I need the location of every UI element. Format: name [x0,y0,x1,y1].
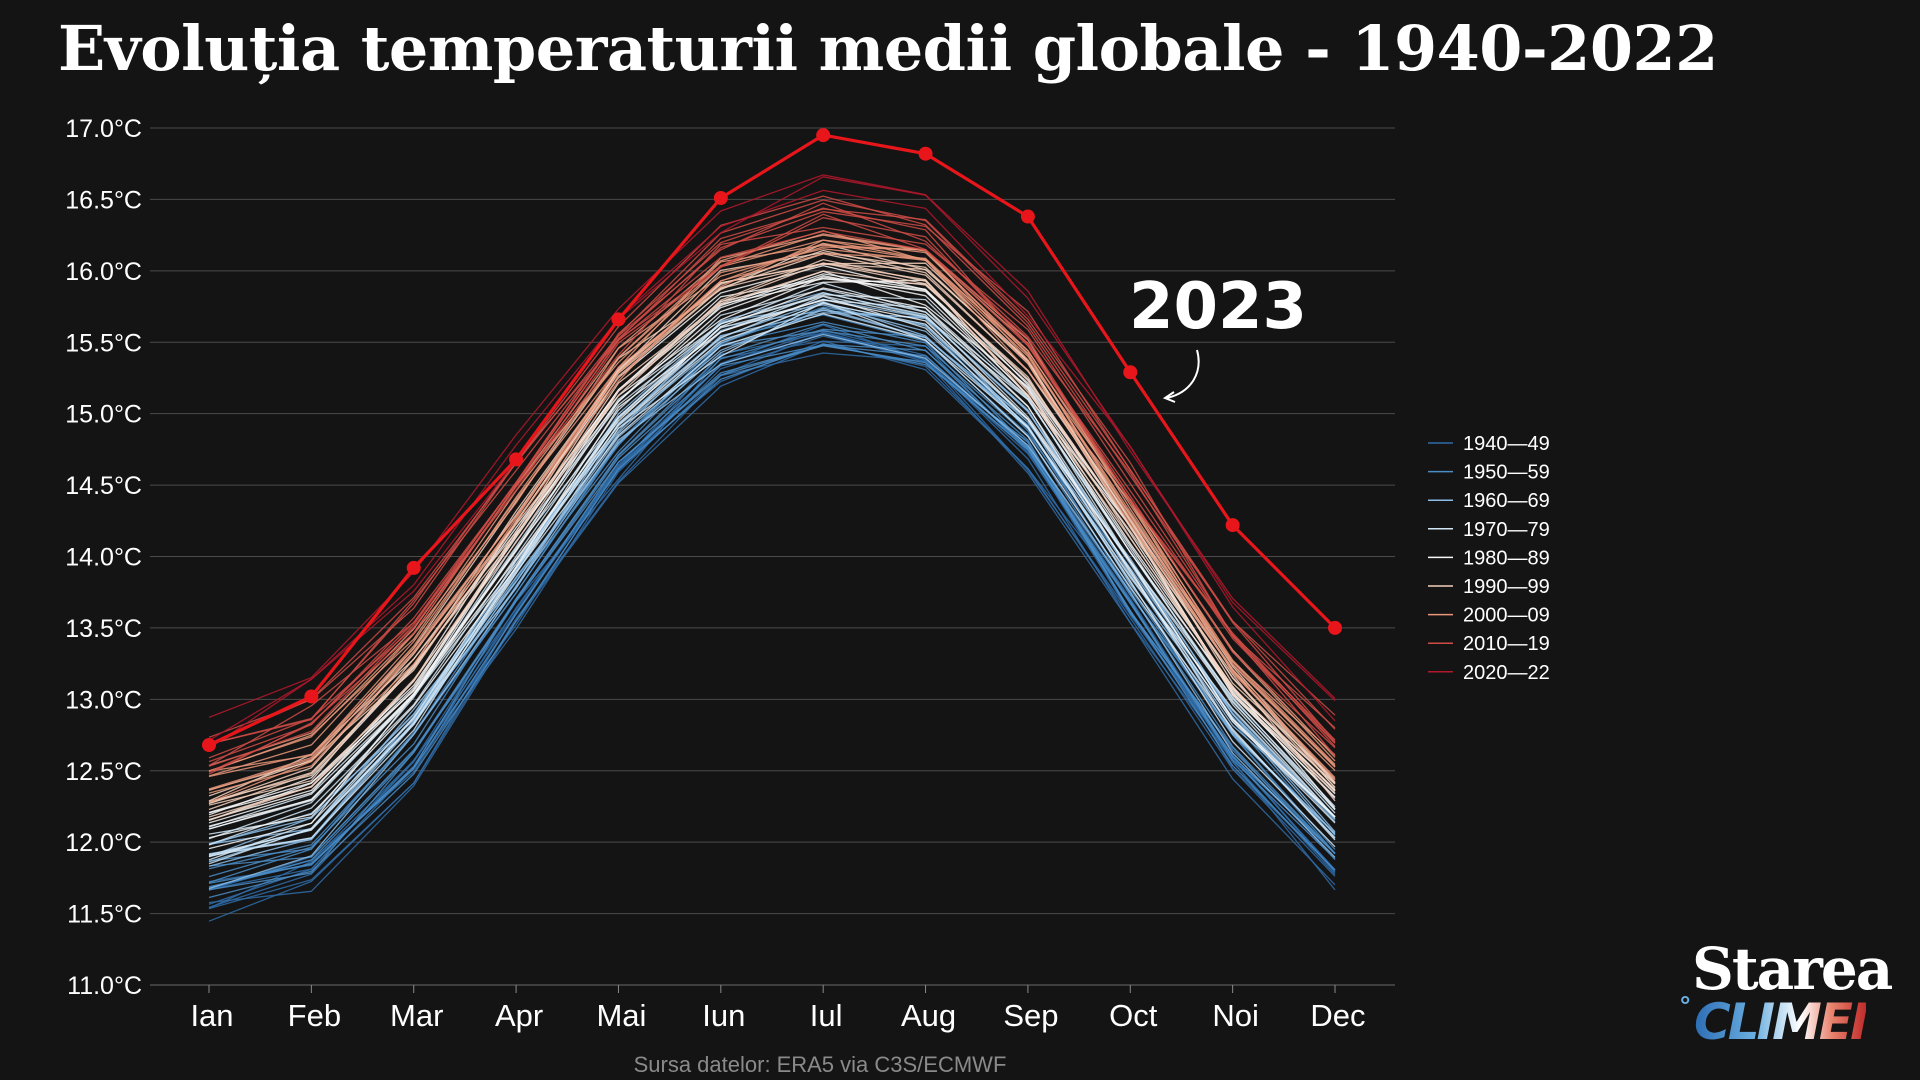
decade-line-1980—89 [208,298,1336,839]
data-source: Sursa datelor: ERA5 via C3S/ECMWF [0,1052,1640,1078]
x-tick-label: Iul [810,998,843,1033]
x-tick-label: Feb [288,998,341,1033]
data-point-2023 [1225,518,1240,533]
logo-text-top: Starea [1692,935,1893,1003]
y-tick-label: 13.0°C [65,686,142,714]
legend-label: 1940—49 [1463,433,1550,455]
source-label: Sursa datelor: [633,1052,771,1077]
highlight-series-2023 [202,128,1342,753]
decade-line-2010—19 [208,202,1336,767]
decade-line-1950—59 [208,306,1336,862]
data-point-2023 [713,190,728,205]
x-tick-label: Noi [1212,998,1259,1033]
decade-line-1960—69 [208,309,1336,858]
decade-line-1970—79 [208,295,1336,858]
legend-label: 2010—19 [1463,633,1550,655]
x-tick-label: Sep [1003,998,1058,1033]
decade-line-1950—59 [208,345,1336,885]
decade-line-1970—79 [208,313,1336,865]
legend-label: 2020—22 [1463,662,1550,684]
data-point-2023 [816,128,831,143]
y-tick-label: 16.5°C [65,186,142,214]
annotation-label: 2023 [1129,270,1307,344]
data-point-2023 [918,146,933,161]
x-tick-label: Dec [1310,998,1365,1033]
legend: 1940—49 1950—59 1960—69 1970—79 1980—89 1990—… [1428,433,1550,684]
legend-label: 1990—99 [1463,576,1550,598]
x-tick-label: Iun [702,998,745,1033]
legend-label: 2000—09 [1463,605,1550,627]
y-tick-label: 12.5°C [65,758,142,786]
decade-line-1970—79 [208,299,1336,840]
decade-line-1960—69 [208,333,1336,890]
y-tick-label: 16.0°C [65,258,142,286]
logo-degree-symbol: ° [1680,990,1691,1020]
starea-climei-logo: Starea ° CLIMEI [1680,935,1893,1055]
decade-line-2000—09 [208,246,1336,777]
y-tick-label: 14.5°C [65,472,142,500]
decade-line-2010—19 [208,213,1336,775]
y-tick-label: 15.0°C [65,401,142,429]
data-point-2023 [509,452,524,467]
decade-line-2010—19 [208,208,1336,745]
y-tick-label: 11.5°C [67,901,142,929]
decade-line-2010—19 [208,226,1336,759]
legend-label: 1970—79 [1463,519,1550,541]
decade-line-2000—09 [208,230,1336,767]
y-tick-label: 14.0°C [65,544,142,572]
x-tick-label: Oct [1109,998,1158,1033]
decade-line-1990—99 [208,262,1336,818]
data-point-2023 [202,738,216,753]
source-value: ERA5 via C3S/ECMWF [776,1052,1007,1077]
series-line-2023 [208,133,1337,747]
annotation-2023: 2023 [1129,270,1307,403]
decade-line-1950—59 [208,344,1336,889]
decade-line-2000—09 [208,234,1336,772]
decade-line-1980—89 [208,274,1336,827]
y-tick-label: 13.5°C [65,615,142,643]
decade-line-1950—59 [208,321,1336,884]
x-tick-label: Mar [390,998,443,1033]
y-tick-label: 11.0°C [67,972,142,1000]
decade-lines [208,174,1336,922]
decade-line-2010—19 [208,211,1336,745]
decade-line-1950—59 [208,343,1336,899]
data-point-2023 [406,560,421,575]
annotation-arrowhead [1162,391,1176,403]
x-tick-label: Apr [495,998,543,1033]
x-tick-label: Ian [190,998,233,1033]
decade-line-1980—89 [208,287,1336,850]
y-tick-label: 15.5°C [65,329,142,357]
x-tick-label: Mai [596,998,646,1033]
x-tick-label: Aug [901,998,956,1033]
data-point-2023 [304,689,319,704]
data-point-2023 [1020,209,1035,224]
data-point-2023 [1123,365,1138,380]
data-point-2023 [1328,620,1342,635]
annotation-arrow [1166,349,1200,399]
y-tick-label: 12.0°C [65,829,142,857]
chart-title: Evoluția temperaturii medii globale - 19… [58,12,1718,85]
decade-line-1950—59 [208,323,1336,888]
y-tick-label: 17.0°C [65,115,142,143]
decade-line-1980—89 [208,270,1336,830]
decade-line-2020—22 [208,176,1336,741]
decade-line-2000—09 [208,248,1336,794]
decade-line-2000—09 [208,253,1336,779]
decade-line-1940—49 [208,352,1336,922]
y-axis-ticks: 11.0°C 11.5°C 12.0°C 12.5°C 13.0°C 13.5°C 14.0… [65,115,142,1000]
legend-label: 1980—89 [1463,547,1550,569]
decade-line-1990—99 [208,258,1336,805]
decade-line-2000—09 [208,239,1336,804]
x-axis-ticks: Ian Feb Mar Apr Mai Iun Iul Aug Sep Oct Noi Dec [190,985,1366,1033]
logo-text-bottom: CLIMEI [1694,993,1869,1051]
data-point-2023 [611,312,626,327]
decade-line-1970—79 [208,288,1336,846]
legend-label: 1960—69 [1463,490,1550,512]
legend-label: 1950—59 [1463,462,1550,484]
